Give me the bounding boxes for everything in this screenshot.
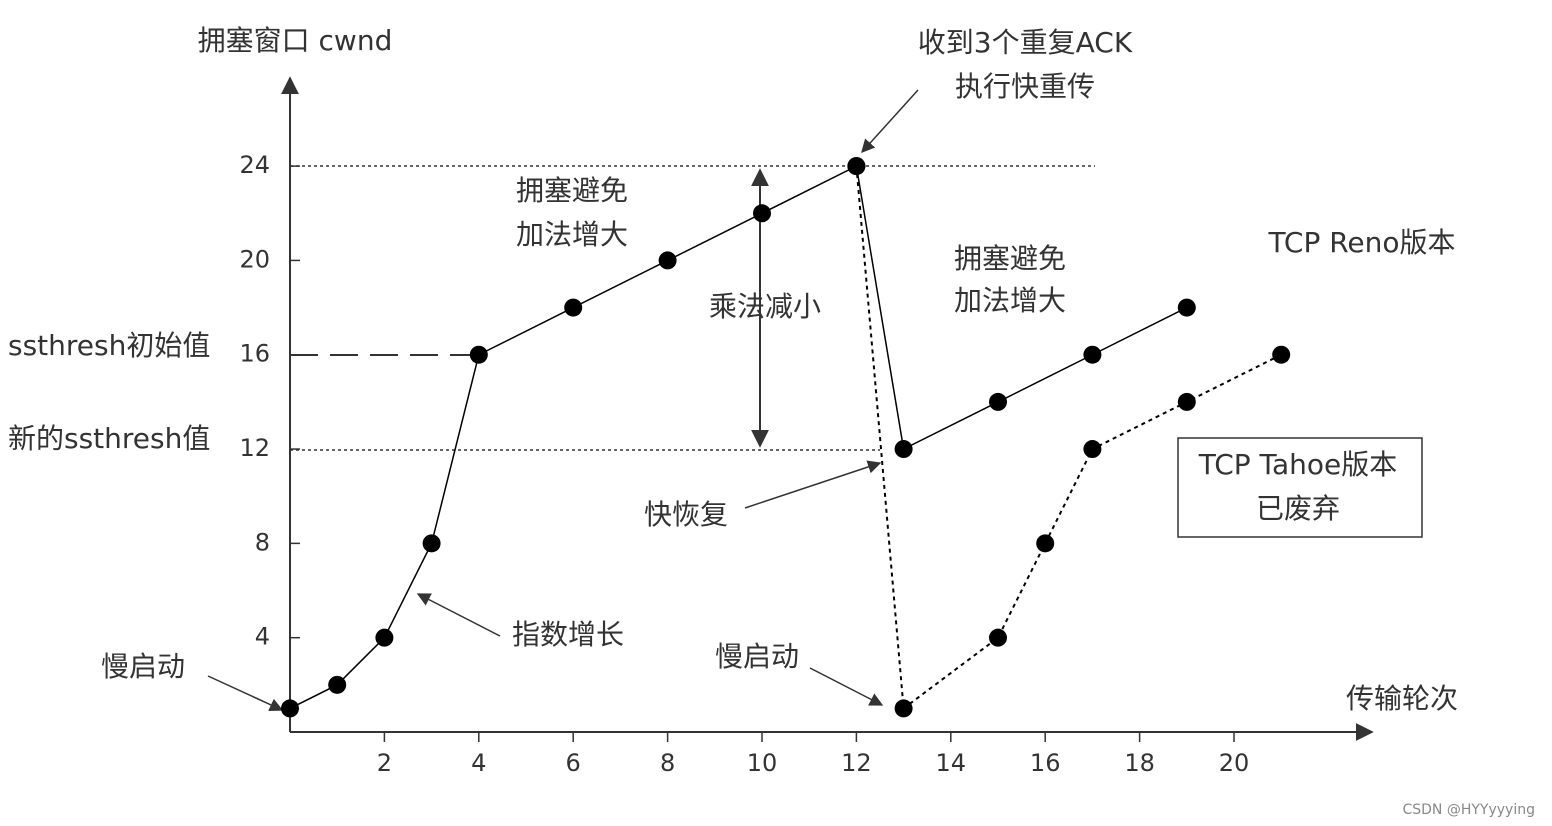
x-tick-label: 4 bbox=[471, 749, 486, 777]
x-tick-label: 18 bbox=[1124, 749, 1155, 777]
data-point bbox=[989, 628, 1007, 647]
y-tick-label: 24 bbox=[239, 151, 270, 179]
y-axis-label: 拥塞窗口 cwnd bbox=[198, 24, 393, 57]
y-tick-label: 12 bbox=[239, 434, 270, 462]
note-box bbox=[1177, 437, 1423, 538]
data-point bbox=[328, 675, 347, 694]
annotation: 执行快重传 bbox=[955, 70, 1095, 103]
annotation: ssthresh初始值 bbox=[8, 329, 210, 362]
annotation: 拥塞避免 bbox=[516, 174, 628, 207]
series-label: TCP Tahoe版本 bbox=[1198, 448, 1398, 481]
data-point bbox=[658, 251, 677, 270]
x-tick-label: 8 bbox=[660, 749, 675, 777]
annotation: 慢启动 bbox=[715, 640, 799, 673]
y-tick-label: 4 bbox=[255, 623, 270, 651]
data-point bbox=[1036, 534, 1055, 553]
annotation: 已废弃 bbox=[1256, 492, 1340, 525]
data-point bbox=[753, 204, 771, 223]
data-point bbox=[989, 392, 1007, 411]
x-tick-label: 6 bbox=[566, 749, 581, 777]
watermark: CSDN @HYYyyying bbox=[1402, 802, 1535, 818]
x-axis-label: 传输轮次 bbox=[1346, 682, 1458, 715]
annotation: 收到3个重复ACK bbox=[918, 26, 1133, 59]
data-point bbox=[281, 699, 299, 718]
arrow bbox=[744, 460, 882, 509]
data-point bbox=[1083, 345, 1102, 364]
annotation: 新的ssthresh值 bbox=[8, 422, 210, 455]
arrow bbox=[416, 593, 501, 637]
data-point bbox=[894, 699, 913, 718]
series-label: TCP Reno版本 bbox=[1267, 226, 1455, 259]
x-tick-label: 12 bbox=[841, 749, 872, 777]
data-point bbox=[894, 440, 913, 459]
data-point bbox=[469, 345, 488, 364]
data-point bbox=[1272, 345, 1291, 364]
annotation: 加法增大 bbox=[516, 218, 628, 251]
data-point bbox=[1177, 392, 1196, 411]
y-tick-label: 8 bbox=[255, 528, 270, 556]
arrow bbox=[809, 667, 884, 706]
data-point bbox=[422, 534, 441, 553]
arrow bbox=[207, 675, 284, 712]
x-tick-label: 10 bbox=[747, 749, 778, 777]
annotation: 快恢复 bbox=[644, 498, 728, 531]
annotation: 慢启动 bbox=[101, 650, 185, 683]
x-tick-label: 16 bbox=[1030, 749, 1061, 777]
y-tick-label: 16 bbox=[239, 340, 270, 368]
y-tick-label: 20 bbox=[239, 245, 270, 273]
arrow bbox=[861, 89, 919, 154]
annotation: 拥塞避免 bbox=[954, 242, 1066, 275]
data-point bbox=[564, 298, 583, 317]
data-point bbox=[847, 157, 866, 176]
x-tick-label: 2 bbox=[377, 749, 392, 777]
x-tick-label: 14 bbox=[936, 749, 967, 777]
annotation: 乘法减小 bbox=[709, 290, 821, 323]
data-point bbox=[1177, 298, 1196, 317]
data-point bbox=[375, 628, 394, 647]
x-tick-label: 20 bbox=[1219, 749, 1250, 777]
data-point bbox=[1083, 440, 1102, 459]
annotation: 指数增长 bbox=[512, 618, 624, 651]
annotation: 加法增大 bbox=[954, 284, 1066, 317]
